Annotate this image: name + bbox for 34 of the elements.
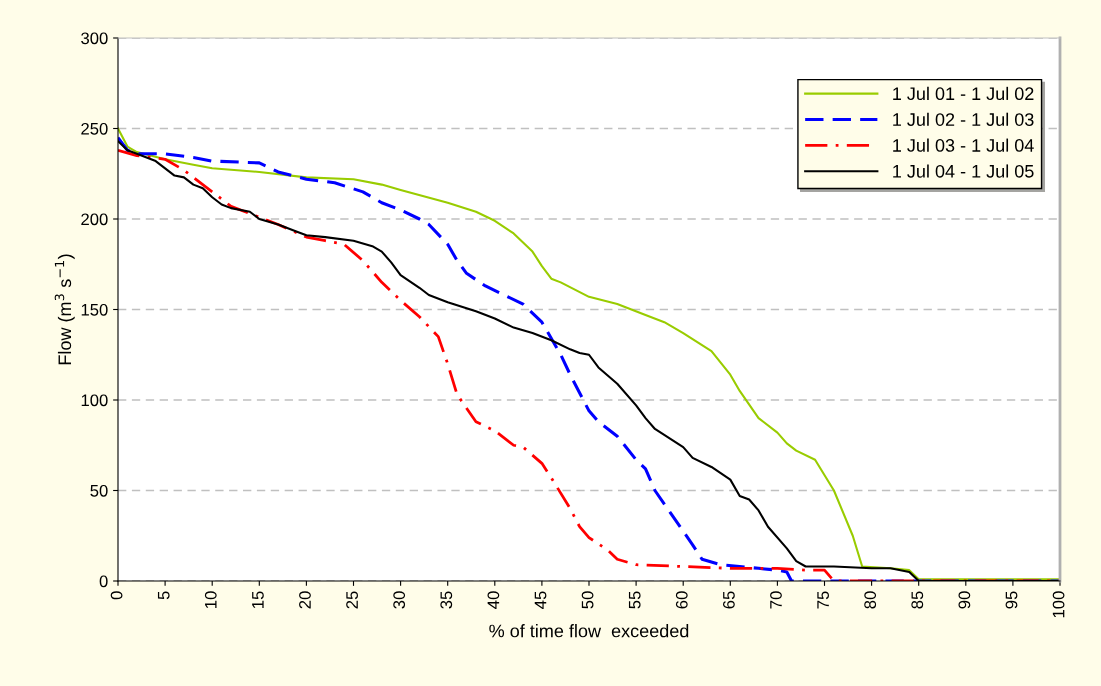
y-axis-title: Flow (m$^{3}$ s$^{−1}$) <box>54 254 75 365</box>
y-tick-label: 250 <box>81 122 108 135</box>
x-tick-label: 80 <box>864 591 877 609</box>
x-tick-label: 30 <box>393 591 406 609</box>
x-tick-label: 10 <box>204 591 217 608</box>
x-tick-label: 55 <box>628 591 641 609</box>
x-tick-label: 85 <box>911 591 924 609</box>
y-tick-label: 100 <box>81 394 108 407</box>
legend-label: 1 Jul 02 - 1 Jul 03 <box>893 112 1034 126</box>
x-axis-title: % of time flow exceeded <box>489 624 689 638</box>
legend-label: 1 Jul 04 - 1 Jul 05 <box>893 164 1034 178</box>
x-tick-label: 90 <box>958 591 971 609</box>
x-tick-label: 35 <box>440 591 453 609</box>
x-tick-label: 70 <box>770 591 782 609</box>
x-tick-label: 50 <box>581 591 594 609</box>
x-tick-label: 95 <box>1005 591 1018 609</box>
legend-label: 1 Jul 01 - 1 Jul 02 <box>893 86 1034 101</box>
x-tick-label: 65 <box>722 591 735 609</box>
x-tick-label: 20 <box>299 591 311 609</box>
y-tick-label: 50 <box>90 484 108 497</box>
y-tick-label: 200 <box>81 213 108 226</box>
x-tick-label: 75 <box>817 591 829 609</box>
legend-label: 1 Jul 03 - 1 Jul 04 <box>893 138 1034 152</box>
x-tick-label: 15 <box>252 591 264 608</box>
y-tick-label: 150 <box>81 303 108 316</box>
x-tick-label: 25 <box>346 591 358 609</box>
x-tick-label: 0 <box>110 591 123 600</box>
x-tick-label: 40 <box>487 591 500 609</box>
x-tick-label: 60 <box>675 591 688 609</box>
x-tick-label: 5 <box>157 591 170 600</box>
x-tick-label: 45 <box>534 591 547 609</box>
y-tick-label: 300 <box>81 32 108 45</box>
y-tick-label: 0 <box>99 575 108 588</box>
x-tick-label: 100 <box>1052 591 1065 618</box>
